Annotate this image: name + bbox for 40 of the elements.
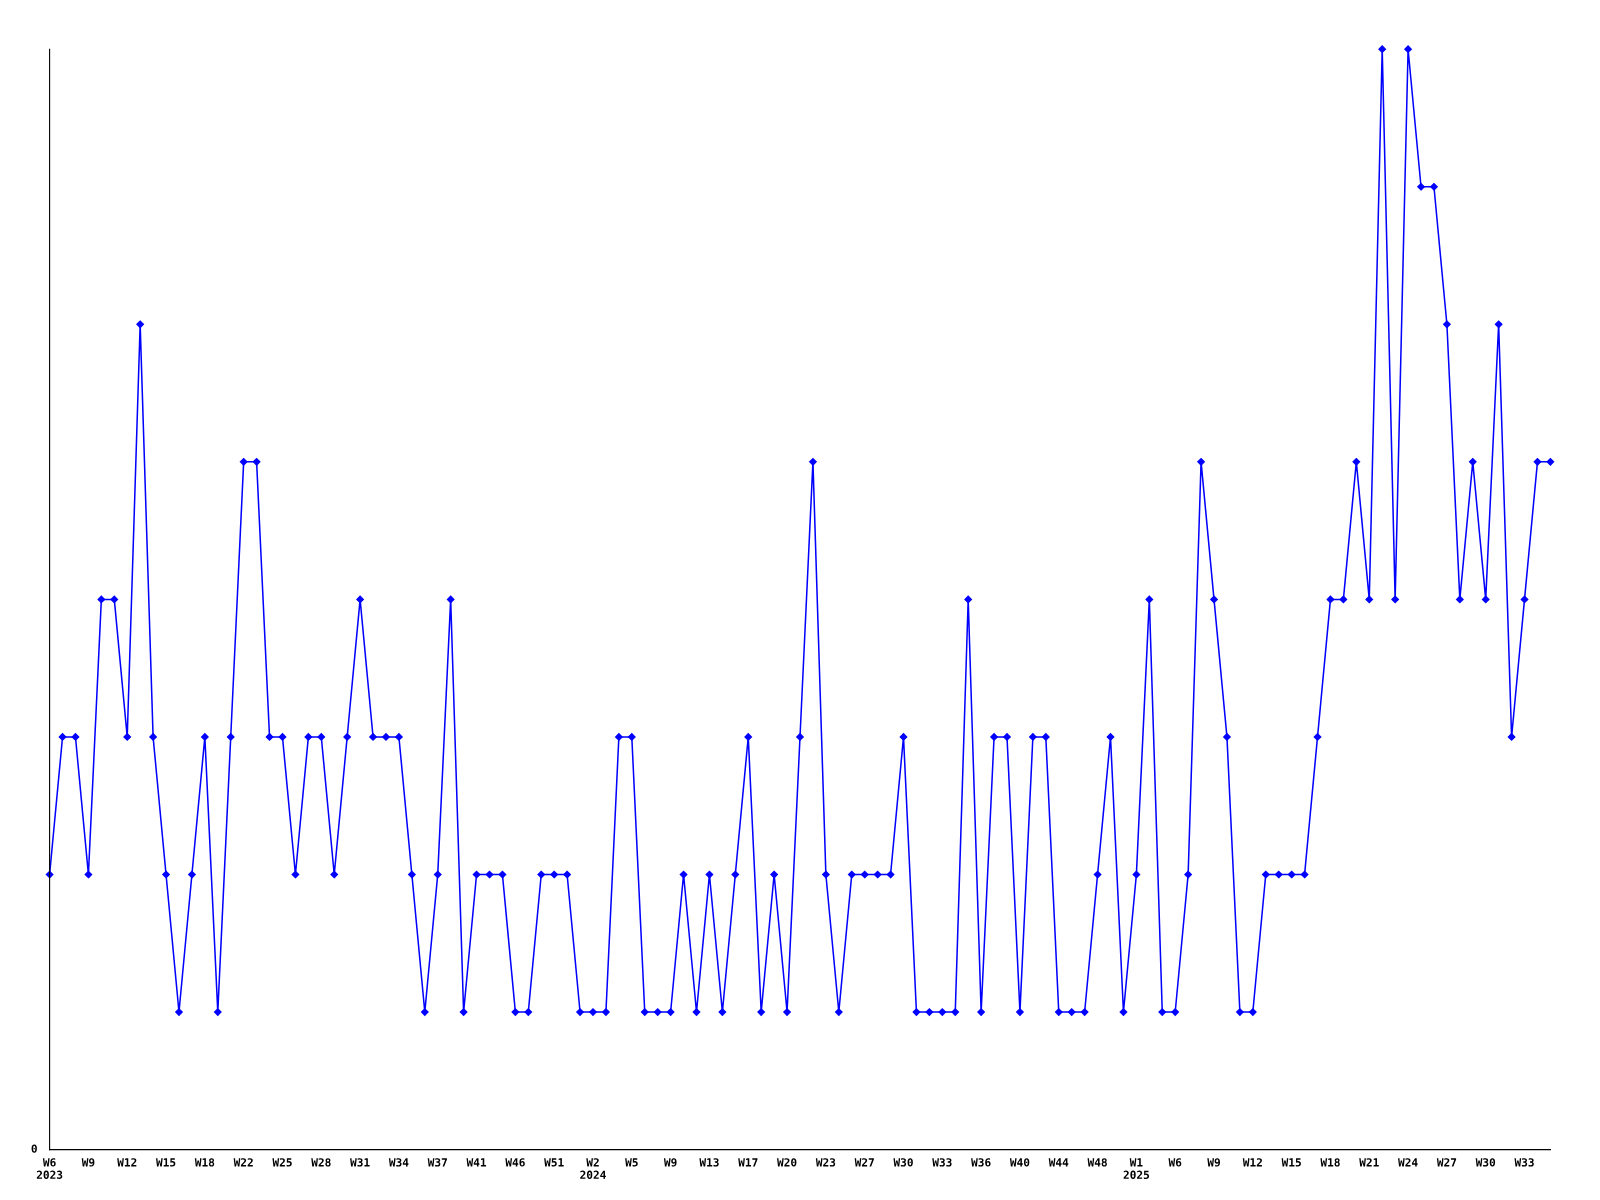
x-tick-label: W24 xyxy=(1398,1158,1418,1167)
x-tick-label: W6 xyxy=(1168,1158,1182,1167)
x-tick-label: W28 xyxy=(311,1158,331,1167)
x-tick-label: W30 xyxy=(1475,1158,1496,1167)
x-tick-label: W9 xyxy=(81,1158,95,1167)
x-tick-label: W51 xyxy=(544,1158,564,1167)
x-tick-label: W15 xyxy=(156,1158,176,1167)
x-tick-label: W23 xyxy=(815,1158,836,1167)
x-tick-label: W21 xyxy=(1359,1158,1379,1167)
x-tick-label: W33 xyxy=(1514,1158,1534,1167)
x-tick-label: W37 xyxy=(427,1158,447,1167)
x-tick-label: W31 xyxy=(350,1158,370,1167)
x-tick-label: W12 xyxy=(117,1158,137,1167)
x-tick-label: W6 2023 xyxy=(36,1158,63,1179)
x-tick-label: W33 xyxy=(932,1158,952,1167)
x-tick-label: W12 xyxy=(1242,1158,1262,1167)
x-tick-label: W9 xyxy=(1207,1158,1220,1167)
x-tick-label: W20 xyxy=(777,1158,797,1167)
x-tick-label: W15 xyxy=(1281,1158,1301,1167)
x-tick-label: W9 xyxy=(663,1158,677,1167)
x-tick-label: W44 xyxy=(1048,1158,1069,1167)
x-tick-label: W5 xyxy=(625,1158,638,1167)
x-tick-label: W34 xyxy=(388,1158,409,1167)
x-tick-label: W48 xyxy=(1087,1158,1107,1167)
x-tick-label: W2 2024 xyxy=(580,1158,606,1179)
x-tick-label: W30 xyxy=(893,1158,913,1167)
x-tick-label: W27 xyxy=(854,1158,874,1167)
x-tick-label: W40 xyxy=(1009,1158,1030,1167)
text: 0 xyxy=(31,1144,37,1153)
x-tick-label: W22 xyxy=(233,1158,253,1167)
x-tick-label: W25 xyxy=(272,1158,292,1167)
x-tick-label: W41 xyxy=(466,1158,487,1167)
x-tick-label: W36 xyxy=(971,1158,991,1167)
x-tick-label: W17 xyxy=(738,1158,758,1167)
x-tick-label: W18 xyxy=(194,1158,215,1167)
x-tick-label: W1 2025 xyxy=(1123,1158,1150,1179)
x-tick-label: W13 xyxy=(699,1158,719,1167)
x-tick-label: W27 xyxy=(1436,1158,1457,1167)
x-tick-label: W46 xyxy=(505,1158,525,1167)
x-tick-label: W18 xyxy=(1320,1158,1340,1167)
